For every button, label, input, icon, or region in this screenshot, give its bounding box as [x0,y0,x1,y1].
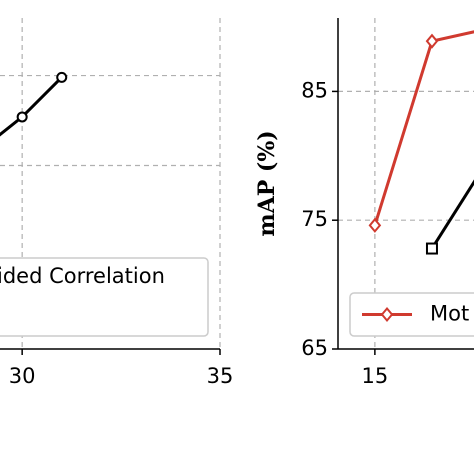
legend-box [0,257,209,337]
y-axis-label: mAP (%) [254,130,280,236]
legend-box [349,292,474,337]
plot-area [368,30,474,255]
marker [425,33,439,49]
x-tick-label: 15 [362,364,389,388]
legend-label: ided Correlation [0,264,165,288]
marker [368,217,382,233]
line [0,76,63,137]
x-tick-label: 35 [207,364,234,388]
marker [425,242,438,255]
marker [56,71,68,83]
plot-area [0,71,68,137]
line [430,179,474,250]
y-tick-label: 85 [301,78,328,102]
marker [380,306,394,323]
legend-label: Mot [430,302,469,326]
line [373,30,474,226]
y-tick-label: 65 [301,336,328,360]
marker [16,111,28,123]
y-tick-label: 75 [301,207,328,231]
x-tick-label: 30 [9,364,36,388]
